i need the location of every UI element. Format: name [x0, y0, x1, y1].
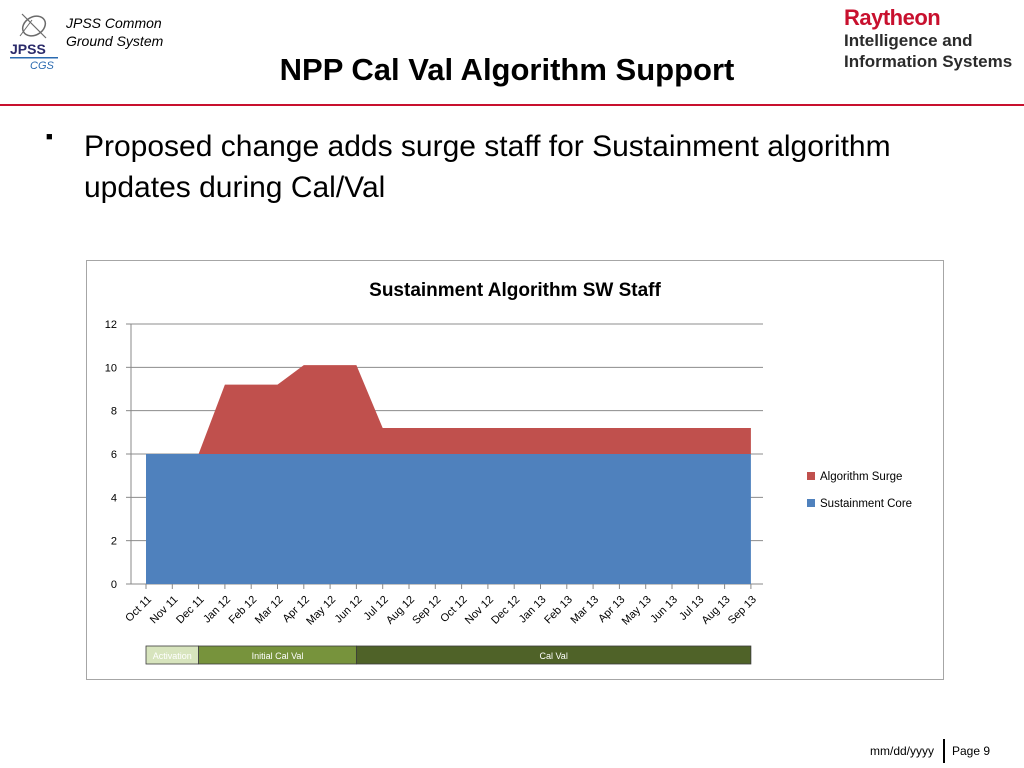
- satellite-icon: JPSS CGS: [10, 13, 58, 72]
- x-tick-label: Feb 13: [542, 594, 575, 627]
- y-tick-label: 12: [105, 319, 117, 331]
- footer-date: mm/dd/yyyy: [870, 744, 935, 758]
- phase-label: Cal Val: [539, 651, 567, 661]
- phase-bar: Activation Initial Cal Val Cal Val: [145, 645, 752, 665]
- x-tick-label: Mar 12: [253, 594, 286, 627]
- org-name: JPSS Common Ground System: [66, 14, 163, 50]
- legend-swatch: [807, 472, 815, 480]
- brand-name: Raytheon: [844, 5, 941, 30]
- org-name-line2: Ground System: [66, 33, 164, 49]
- brand-line3: Information Systems: [844, 52, 1013, 71]
- x-tick-label: Dec 12: [489, 594, 522, 627]
- area-sustainment-core: [146, 454, 751, 584]
- area-layer: [146, 365, 751, 584]
- logo-text-top: JPSS: [10, 41, 46, 57]
- phase-label: Activation: [153, 651, 192, 661]
- y-tick-label: 6: [111, 449, 117, 461]
- y-tick-label: 8: [111, 406, 117, 418]
- bullet-marker-icon: ■: [46, 131, 53, 143]
- staff-chart: Sustainment Algorithm SW Staff 0 2 4 6 8 10 12…: [105, 280, 912, 665]
- jpss-logo: JPSS CGS: [6, 8, 68, 72]
- x-tick-label: Jun 13: [648, 594, 680, 626]
- x-tick-label: Sep 12: [410, 594, 443, 627]
- x-tick-label: Dec 11: [174, 594, 207, 627]
- x-tick-label: May 12: [304, 594, 338, 628]
- y-tick-label: 0: [111, 579, 117, 591]
- phase-label: Initial Cal Val: [252, 651, 304, 661]
- legend-label: Sustainment Core: [820, 498, 912, 510]
- legend: Algorithm Surge Sustainment Core: [807, 471, 912, 510]
- x-tick-label: Feb 12: [227, 594, 260, 627]
- x-tick-label: Nov 11: [148, 594, 181, 627]
- x-tick-label: Aug 12: [384, 594, 417, 627]
- raytheon-logo: Raytheon Intelligence and Information Sy…: [844, 6, 1012, 72]
- area-algorithm-surge: [146, 365, 751, 454]
- logo-text-bottom: CGS: [30, 60, 55, 72]
- legend-swatch: [807, 499, 815, 507]
- x-tick-label: Aug 13: [700, 594, 733, 627]
- header-divider: [0, 104, 1024, 106]
- brand-line2: Intelligence and: [844, 31, 973, 50]
- x-tick-label: May 13: [620, 594, 654, 628]
- legend-label: Algorithm Surge: [820, 471, 902, 483]
- org-name-line1: JPSS Common: [66, 15, 162, 31]
- chart-frame: Sustainment Algorithm SW Staff 0 2 4 6 8 10 12…: [86, 260, 944, 680]
- footer-divider: [943, 739, 945, 763]
- y-tick-label: 4: [111, 492, 117, 504]
- x-tick-label: Sep 13: [726, 594, 759, 627]
- page-title: NPP Cal Val Algorithm Support: [279, 52, 735, 87]
- bullet-text: Proposed change adds surge staff for Sus…: [84, 130, 891, 204]
- x-tick-label: Jun 12: [333, 594, 365, 626]
- x-tick-label: Mar 13: [569, 594, 602, 627]
- y-tick-label: 2: [111, 536, 117, 548]
- chart-title: Sustainment Algorithm SW Staff: [369, 280, 661, 301]
- y-tick-label: 10: [105, 362, 117, 374]
- page-number: Page 9: [952, 744, 991, 758]
- x-tick-label: Nov 12: [463, 594, 496, 627]
- phase-segment: [355, 645, 752, 665]
